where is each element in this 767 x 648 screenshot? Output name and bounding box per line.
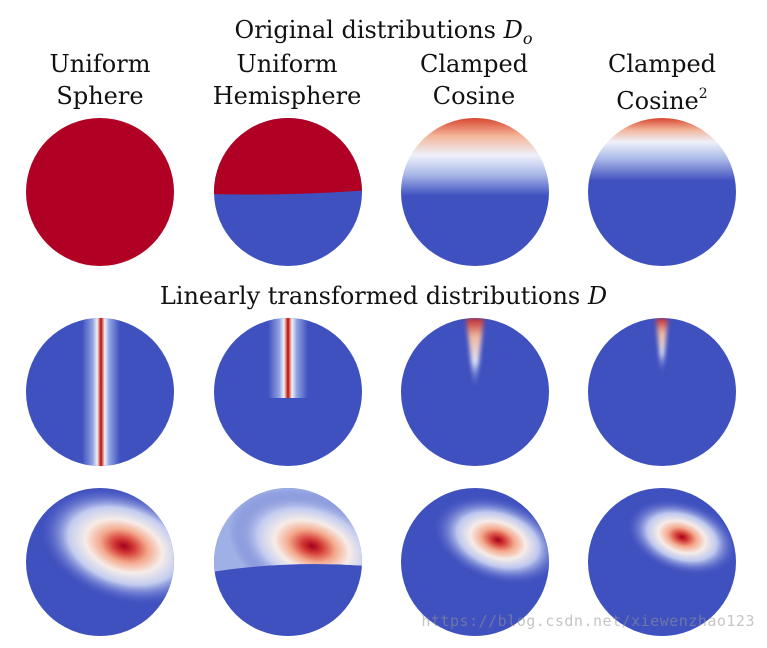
column-label-line1: Clamped (419, 50, 529, 78)
column-label-line2: Cosine (432, 82, 516, 110)
original-title-subscript: o (522, 28, 533, 48)
linear-title-symbol: D (587, 282, 608, 310)
original-title-symbol: D (503, 16, 523, 44)
sphere-stretched-clamped-cosine-squared (588, 318, 736, 466)
linear-distributions-title: Linearly transformed distributions D (0, 282, 767, 310)
sphere-stretched-uniform-hemisphere (214, 318, 362, 466)
column-label-line2: Sphere (56, 82, 144, 110)
sphere-stretched-uniform-sphere (26, 318, 174, 466)
original-title-text: Original distributions (234, 16, 504, 44)
column-label-line2: Hemisphere (212, 82, 362, 110)
column-label-line2: Cosine2 (572, 80, 752, 117)
sphere-rotated-uniform-sphere (26, 488, 174, 636)
original-distributions-title: Original distributions Do (0, 16, 767, 53)
column-label-uniform-hemisphere: Uniform Hemisphere (197, 48, 377, 112)
linear-title-text: Linearly transformed distributions (159, 282, 588, 310)
sphere-rotated-clamped-cosine (401, 488, 549, 636)
column-label-line1: Uniform (49, 50, 151, 78)
column-label-clamped-cosine: Clamped Cosine (384, 48, 564, 112)
sphere-rotated-clamped-cosine-squared (588, 488, 736, 636)
column-label-uniform-sphere: Uniform Sphere (10, 48, 190, 112)
column-label-clamped-cosine-squared: Clamped Cosine2 (572, 48, 752, 117)
sphere-stretched-clamped-cosine (401, 318, 549, 466)
column-label-line2-text: Cosine (616, 87, 699, 115)
column-label-line1: Uniform (236, 50, 338, 78)
exponent: 2 (698, 86, 708, 102)
watermark-url: https://blog.csdn.net/xiewenzhao123 (421, 612, 755, 630)
sphere-clamped-cosine-squared (588, 118, 736, 266)
sphere-rotated-uniform-hemisphere (214, 488, 362, 636)
sphere-uniform-sphere (26, 118, 174, 266)
sphere-clamped-cosine (401, 118, 549, 266)
sphere-uniform-hemisphere (214, 118, 362, 266)
column-label-line1: Clamped (607, 50, 717, 78)
